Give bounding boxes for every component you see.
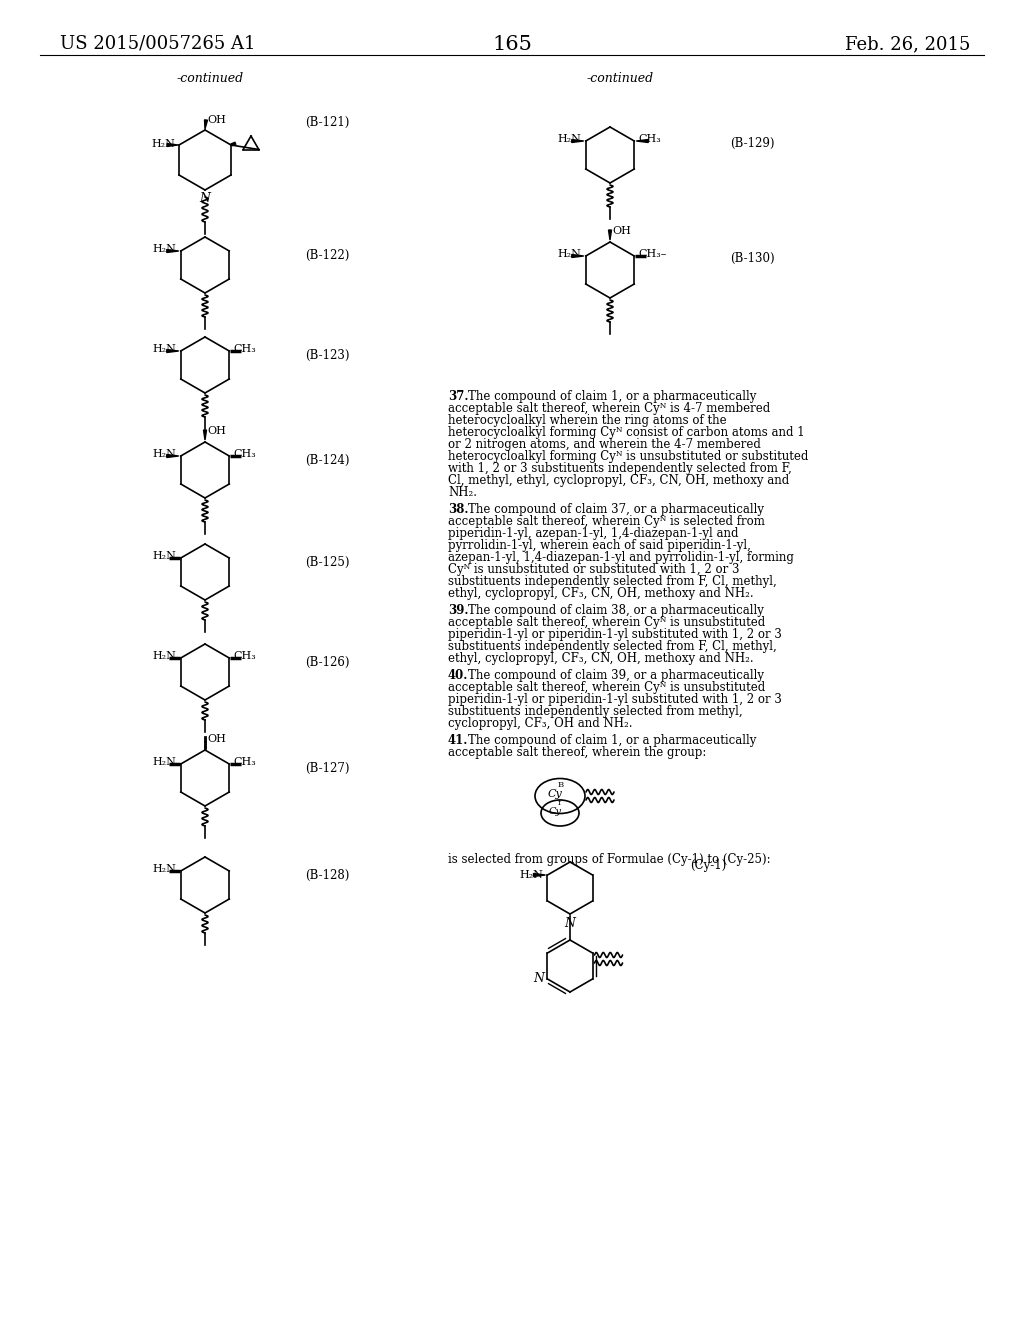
Text: heterocycloalkyl wherein the ring atoms of the: heterocycloalkyl wherein the ring atoms … — [449, 414, 727, 426]
Text: 41.: 41. — [449, 734, 468, 747]
Text: is selected from groups of Formulae (Cy-1) to (Cy-25):: is selected from groups of Formulae (Cy-… — [449, 853, 771, 866]
Text: The compound of claim 1, or a pharmaceutically: The compound of claim 1, or a pharmaceut… — [468, 734, 757, 747]
Text: CH₃: CH₃ — [233, 345, 256, 354]
Text: CH₃: CH₃ — [638, 135, 662, 144]
Text: 39.: 39. — [449, 605, 469, 616]
Text: Cyᴺ is unsubstituted or substituted with 1, 2 or 3: Cyᴺ is unsubstituted or substituted with… — [449, 564, 739, 576]
Text: (Cy-1): (Cy-1) — [690, 859, 726, 873]
Text: (B-125): (B-125) — [305, 556, 349, 569]
Polygon shape — [571, 255, 584, 257]
Text: cyclopropyl, CF₃, OH and NH₂.: cyclopropyl, CF₃, OH and NH₂. — [449, 717, 633, 730]
Text: with 1, 2 or 3 substituents independently selected from F,: with 1, 2 or 3 substituents independentl… — [449, 462, 792, 475]
Text: piperidin-1-yl or piperidin-1-yl substituted with 1, 2 or 3: piperidin-1-yl or piperidin-1-yl substit… — [449, 628, 782, 642]
Text: f: f — [558, 799, 561, 807]
Text: -continued: -continued — [587, 73, 653, 84]
Text: (B-126): (B-126) — [305, 656, 349, 668]
Text: piperidin-1-yl or piperidin-1-yl substituted with 1, 2 or 3: piperidin-1-yl or piperidin-1-yl substit… — [449, 693, 782, 706]
Text: Cl, methyl, ethyl, cyclopropyl, CF₃, CN, OH, methoxy and: Cl, methyl, ethyl, cyclopropyl, CF₃, CN,… — [449, 474, 790, 487]
Text: Cy: Cy — [549, 808, 561, 817]
Text: heterocycloalkyl forming Cyᴺ consist of carbon atoms and 1: heterocycloalkyl forming Cyᴺ consist of … — [449, 426, 805, 440]
Text: OH: OH — [207, 734, 226, 744]
Text: (B-128): (B-128) — [305, 869, 349, 882]
Text: N: N — [564, 917, 575, 931]
Text: H₂N: H₂N — [558, 249, 582, 259]
Polygon shape — [534, 874, 546, 876]
Text: azepan-1-yl, 1,4-diazepan-1-yl and pyrrolidin-1-yl, forming: azepan-1-yl, 1,4-diazepan-1-yl and pyrro… — [449, 550, 794, 564]
Text: The compound of claim 38, or a pharmaceutically: The compound of claim 38, or a pharmaceu… — [468, 605, 764, 616]
Text: heterocycloalkyl forming Cyᴺ is unsubstituted or substituted: heterocycloalkyl forming Cyᴺ is unsubsti… — [449, 450, 808, 463]
Text: The compound of claim 1, or a pharmaceutically: The compound of claim 1, or a pharmaceut… — [468, 389, 757, 403]
Text: (B-130): (B-130) — [730, 252, 774, 264]
Text: acceptable salt thereof, wherein the group:: acceptable salt thereof, wherein the gro… — [449, 746, 707, 759]
Text: H₂N: H₂N — [152, 139, 175, 149]
Text: or 2 nitrogen atoms, and wherein the 4-7 membered: or 2 nitrogen atoms, and wherein the 4-7… — [449, 438, 761, 451]
Text: B: B — [558, 781, 564, 789]
Text: H₂N: H₂N — [153, 550, 177, 561]
Polygon shape — [167, 249, 179, 252]
Text: H₂N: H₂N — [153, 449, 177, 459]
Text: NH₂.: NH₂. — [449, 486, 477, 499]
Text: H₂N: H₂N — [153, 865, 177, 874]
Text: (B-129): (B-129) — [730, 136, 774, 149]
Polygon shape — [636, 140, 648, 143]
Text: US 2015/0057265 A1: US 2015/0057265 A1 — [60, 36, 256, 53]
Text: CH₃: CH₃ — [233, 651, 256, 661]
Text: Feb. 26, 2015: Feb. 26, 2015 — [845, 36, 970, 53]
Text: CH₃: CH₃ — [233, 449, 256, 459]
Text: (B-123): (B-123) — [305, 348, 349, 362]
Text: OH: OH — [612, 226, 631, 236]
Text: ethyl, cyclopropyl, CF₃, CN, OH, methoxy and NH₂.: ethyl, cyclopropyl, CF₃, CN, OH, methoxy… — [449, 587, 754, 601]
Text: (B-122): (B-122) — [305, 248, 349, 261]
Text: N: N — [200, 191, 211, 205]
Text: The compound of claim 39, or a pharmaceutically: The compound of claim 39, or a pharmaceu… — [468, 669, 764, 682]
Text: -continued: -continued — [176, 73, 244, 84]
Polygon shape — [608, 230, 611, 240]
Text: 40.: 40. — [449, 669, 468, 682]
Text: OH: OH — [207, 115, 226, 125]
Text: CH₃: CH₃ — [233, 756, 256, 767]
Text: acceptable salt thereof, wherein Cyᴺ is unsubstituted: acceptable salt thereof, wherein Cyᴺ is … — [449, 616, 765, 630]
Text: substituents independently selected from F, Cl, methyl,: substituents independently selected from… — [449, 640, 777, 653]
Text: H₂N: H₂N — [519, 870, 544, 880]
Text: H₂N: H₂N — [153, 244, 177, 253]
Text: H₂N: H₂N — [558, 135, 582, 144]
Polygon shape — [167, 144, 178, 147]
Polygon shape — [167, 350, 179, 352]
Text: acceptable salt thereof, wherein Cyᴺ is unsubstituted: acceptable salt thereof, wherein Cyᴺ is … — [449, 681, 765, 694]
Polygon shape — [571, 140, 584, 143]
Text: OH: OH — [207, 426, 226, 436]
Text: The compound of claim 37, or a pharmaceutically: The compound of claim 37, or a pharmaceu… — [468, 503, 764, 516]
Text: (B-127): (B-127) — [305, 762, 349, 775]
Text: acceptable salt thereof, wherein Cyᴺ is selected from: acceptable salt thereof, wherein Cyᴺ is … — [449, 515, 765, 528]
Text: (B-121): (B-121) — [305, 116, 349, 128]
Text: acceptable salt thereof, wherein Cyᴺ is 4-7 membered: acceptable salt thereof, wherein Cyᴺ is … — [449, 403, 770, 414]
Text: H₂N: H₂N — [153, 345, 177, 354]
Text: CH₃–: CH₃– — [638, 249, 667, 259]
Text: substituents independently selected from methyl,: substituents independently selected from… — [449, 705, 742, 718]
Text: 38.: 38. — [449, 503, 469, 516]
Text: substituents independently selected from F, Cl, methyl,: substituents independently selected from… — [449, 576, 777, 587]
Text: Cy: Cy — [548, 789, 562, 799]
Text: piperidin-1-yl, azepan-1-yl, 1,4-diazepan-1-yl and: piperidin-1-yl, azepan-1-yl, 1,4-diazepa… — [449, 527, 738, 540]
Polygon shape — [167, 454, 179, 458]
Text: H₂N: H₂N — [153, 651, 177, 661]
Text: H₂N: H₂N — [153, 756, 177, 767]
Text: 37.: 37. — [449, 389, 469, 403]
Polygon shape — [204, 430, 207, 440]
Polygon shape — [205, 120, 208, 129]
Text: N: N — [534, 973, 545, 986]
Text: 165: 165 — [493, 36, 531, 54]
Text: pyrrolidin-1-yl, wherein each of said piperidin-1-yl,: pyrrolidin-1-yl, wherein each of said pi… — [449, 539, 751, 552]
Text: (B-124): (B-124) — [305, 454, 349, 466]
Text: ethyl, cyclopropyl, CF₃, CN, OH, methoxy and NH₂.: ethyl, cyclopropyl, CF₃, CN, OH, methoxy… — [449, 652, 754, 665]
